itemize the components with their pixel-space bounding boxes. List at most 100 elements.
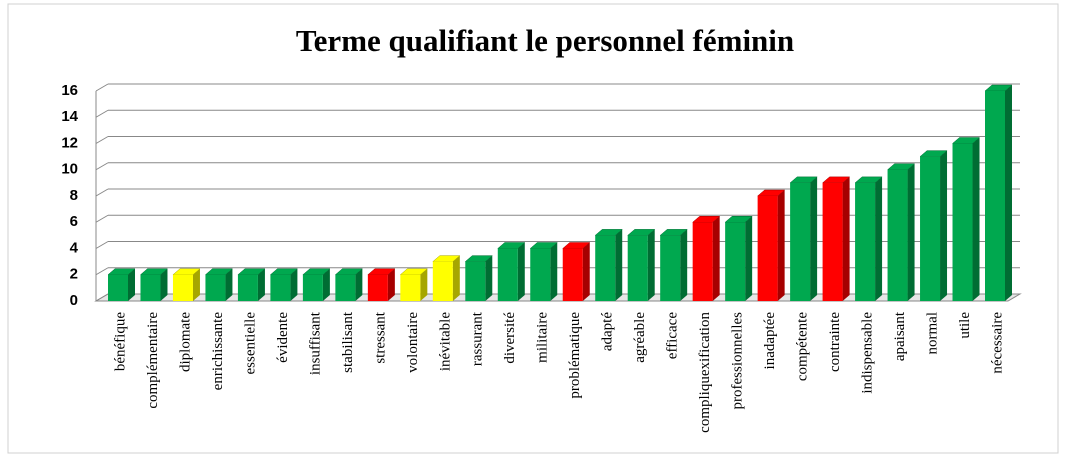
bar (887, 169, 908, 301)
x-tick-label: militaire (535, 312, 551, 363)
bar-side (355, 268, 363, 301)
y-tick-label: 16 (61, 82, 78, 99)
x-tick-label: efficace (665, 312, 681, 360)
x-tick-label: inévitable (437, 312, 453, 371)
x-tick-label: volontaire (405, 312, 421, 373)
x-tick-label: contrainte (827, 312, 843, 372)
bar-side (290, 268, 298, 301)
bar-side (680, 229, 688, 301)
bar-side (420, 268, 428, 301)
x-tick-label: bénéfique (112, 312, 128, 371)
bar-side (452, 255, 460, 301)
grid-line (95, 136, 109, 144)
grid-line (95, 267, 109, 276)
bar (237, 274, 258, 301)
bar-side (647, 229, 655, 301)
bar-side (485, 255, 493, 301)
bar (595, 235, 616, 301)
x-tick-label: insuffisant (307, 311, 323, 375)
bar-side (225, 268, 233, 301)
bar (432, 261, 453, 301)
x-tick-label: nécessaire (989, 312, 1005, 374)
x-tick-label: utile (957, 312, 973, 339)
grid-line (95, 109, 109, 118)
y-tick-label: 10 (61, 161, 78, 178)
bar (920, 156, 941, 301)
chart-title: Terme qualifiant le personnel féminin (296, 23, 794, 58)
x-tick-label: diplomate (177, 312, 193, 372)
bar (302, 274, 323, 301)
bar (660, 235, 681, 301)
x-tick-label: inadaptée (762, 312, 778, 370)
bar (562, 248, 583, 301)
bar (140, 274, 161, 301)
x-tick-label: enrichissante (210, 312, 226, 391)
bar-side (128, 268, 135, 301)
chart-border (7, 3, 1059, 454)
bar-side (842, 176, 850, 301)
x-tick-label: évidente (275, 312, 291, 363)
y-tick-label: 2 (70, 266, 78, 283)
grid-line (95, 162, 109, 171)
bar (108, 274, 128, 301)
bar-side (972, 137, 980, 301)
x-tick-label: rassurant (470, 311, 486, 366)
bar (497, 248, 518, 301)
grid-line (95, 83, 109, 92)
bar-side (160, 268, 168, 301)
bar-side (940, 150, 948, 301)
x-tick-label: apaisant (892, 311, 908, 361)
bar-side (257, 268, 265, 301)
x-tick-label: normal (924, 312, 940, 355)
x-tick-label: stressant (372, 311, 388, 363)
bar (692, 222, 713, 301)
x-tick-label: complémentaire (145, 312, 161, 409)
y-tick-label: 8 (70, 187, 78, 204)
bar (172, 274, 193, 301)
y-tick-label: 14 (61, 108, 78, 125)
bar (822, 182, 843, 301)
bar (367, 274, 388, 301)
x-tick-label: professionnelles (730, 312, 746, 410)
bar-side (582, 242, 590, 301)
y-tick-label: 6 (70, 213, 78, 230)
bar-side (550, 242, 558, 301)
y-tick-label: 12 (61, 134, 78, 151)
y-tick-label: 0 (70, 292, 78, 309)
x-tick-label: compétente (795, 312, 811, 381)
bar (757, 196, 778, 301)
bar-side (615, 229, 623, 301)
bar (205, 274, 226, 301)
bar-side (777, 190, 785, 301)
bar-side (517, 242, 525, 301)
x-tick-label: stabilisant (340, 311, 356, 373)
bar-side (192, 268, 200, 301)
bar (465, 261, 486, 301)
bar-side (745, 216, 753, 301)
y-tick-label: 4 (70, 239, 79, 256)
bar-side (387, 268, 395, 301)
bar-side (907, 163, 915, 301)
bar-side (875, 176, 883, 301)
bar (530, 248, 551, 301)
bar-side (1005, 85, 1012, 301)
x-tick-label: agréable (632, 312, 648, 363)
grid-line (95, 293, 109, 302)
x-tick-label: diversité (502, 312, 518, 364)
x-tick-label: adapté (600, 312, 616, 351)
bar (335, 274, 356, 301)
bar (270, 274, 291, 301)
bar (855, 182, 876, 301)
bar (790, 182, 811, 301)
x-tick-label: essentielle (242, 312, 258, 375)
grid-line (95, 188, 109, 197)
bar (952, 143, 973, 301)
bar (400, 274, 421, 301)
bar (725, 222, 746, 301)
x-tick-label: compliquexification (697, 312, 713, 433)
bar (985, 91, 1005, 301)
bar-side (712, 216, 720, 301)
grid-line (95, 241, 109, 249)
x-tick-label: indispensable (860, 312, 876, 394)
